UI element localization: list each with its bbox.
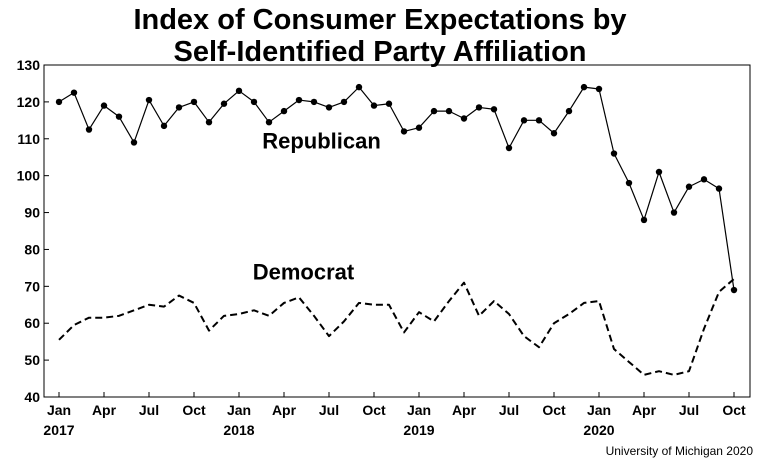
republican-data-point — [280, 107, 288, 115]
republican-data-point — [490, 106, 498, 113]
y-tick-label: 50 — [24, 352, 40, 368]
source-note: University of Michigan 2020 — [606, 444, 754, 458]
republican-data-point — [160, 122, 168, 130]
y-tick-label: 100 — [17, 168, 41, 184]
republican-data-point — [535, 117, 543, 124]
x-tick-label: Jul — [679, 402, 699, 418]
republican-data-point — [310, 98, 318, 106]
republican-data-point — [610, 150, 618, 157]
republican-data-point — [70, 89, 78, 96]
x-tick-label: Jul — [319, 402, 339, 418]
republican-data-point — [685, 183, 693, 190]
x-tick-label: Jan — [227, 402, 251, 418]
republican-data-point — [190, 98, 198, 106]
chart-title-line-2: Self-Identified Party Affiliation — [173, 36, 586, 68]
republican-data-point — [355, 83, 363, 91]
y-tick-label: 110 — [17, 131, 40, 147]
series-label-democrat: Democrat — [253, 260, 355, 285]
republican-data-point — [265, 118, 273, 126]
series-label-republican: Republican — [262, 129, 381, 154]
y-tick-label: 130 — [17, 57, 41, 73]
republican-data-point — [220, 100, 228, 107]
x-tick-label: Apr — [452, 402, 477, 418]
series-layer — [55, 83, 738, 376]
x-tick-year-label: 2020 — [583, 422, 614, 438]
x-tick-label: Oct — [182, 402, 206, 418]
republican-data-point — [550, 130, 558, 137]
republican-data-point — [175, 104, 183, 111]
republican-data-point — [670, 209, 678, 216]
republican-data-point — [370, 102, 378, 109]
y-axis: 40 50 60 70 80 90 100 110 120 130 — [17, 57, 49, 405]
republican-data-point — [325, 104, 333, 111]
x-tick-label: Apr — [632, 402, 657, 418]
republican-data-point — [595, 85, 603, 93]
republican-data-point — [640, 216, 648, 224]
republican-data-point — [250, 98, 258, 106]
republican-data-point — [655, 168, 663, 176]
republican-data-point — [580, 83, 588, 91]
x-tick-year-label: 2018 — [223, 422, 254, 438]
republican-data-point — [430, 107, 438, 115]
republican-data-point — [460, 115, 468, 122]
x-tick-label: Jan — [407, 402, 431, 418]
republican-data-point — [520, 117, 528, 124]
x-tick-label: Jan — [587, 402, 611, 418]
republican-data-point — [130, 139, 138, 146]
republican-data-point — [85, 126, 93, 133]
y-tick-label: 80 — [24, 241, 40, 257]
y-tick-label: 40 — [24, 389, 40, 405]
x-tick-year-label: 2019 — [403, 422, 434, 438]
y-tick-label: 90 — [24, 205, 40, 221]
x-tick-label: Oct — [542, 402, 566, 418]
republican-data-point — [115, 113, 123, 120]
republican-data-point — [205, 118, 213, 126]
republican-data-point — [415, 124, 423, 131]
plot-area-frame — [43, 64, 751, 398]
annotation-layer: Republican Democrat — [253, 129, 381, 285]
republican-data-point — [730, 286, 738, 294]
y-tick-label: 120 — [17, 94, 41, 110]
x-tick-label: Oct — [722, 402, 746, 418]
x-tick-label: Jul — [139, 402, 159, 418]
chart-title-line-1: Index of Consumer Expectations by — [133, 4, 626, 36]
republican-data-point — [565, 107, 573, 115]
y-tick-label: 70 — [24, 278, 40, 294]
republican-data-point — [505, 144, 513, 152]
x-tick-label: Oct — [362, 402, 386, 418]
y-tick-label: 60 — [24, 315, 40, 331]
republican-data-point — [715, 185, 723, 192]
x-axis: Jan 2017 Apr Jul Oct Jan 2018 Apr Jul Oct Jan 2019 A… — [43, 392, 746, 438]
x-tick-year-label: 2017 — [43, 422, 74, 438]
republican-data-point — [700, 176, 708, 183]
republican-data-point — [145, 96, 153, 104]
x-tick-label: Apr — [92, 402, 117, 418]
republican-data-point — [340, 98, 348, 106]
republican-data-point — [385, 100, 393, 107]
x-tick-label: Jul — [499, 402, 519, 418]
republican-data-point — [235, 87, 243, 95]
x-tick-label: Jan — [47, 402, 71, 418]
republican-data-point — [400, 128, 408, 135]
x-tick-label: Apr — [272, 402, 297, 418]
republican-data-point — [100, 102, 108, 109]
republican-data-point — [55, 98, 63, 106]
democrat-series-line — [58, 278, 735, 376]
republican-series-line — [58, 86, 735, 291]
republican-data-point — [475, 104, 483, 111]
republican-data-point — [625, 179, 633, 187]
republican-data-point — [295, 96, 303, 104]
republican-data-point — [445, 107, 453, 115]
